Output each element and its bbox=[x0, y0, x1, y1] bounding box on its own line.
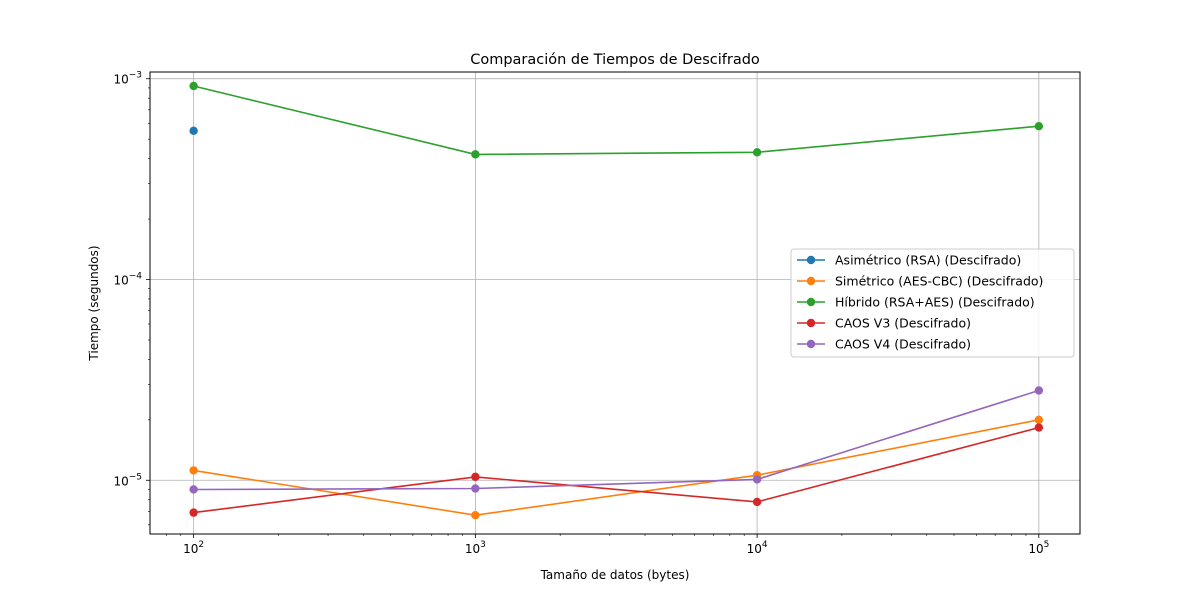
legend-label: CAOS V4 (Descifrado) bbox=[835, 337, 971, 352]
y-axis-title: Tiempo (segundos) bbox=[87, 245, 101, 361]
series-line bbox=[193, 419, 1039, 517]
y-tick-label: 10−3 bbox=[113, 71, 142, 87]
data-point bbox=[1034, 122, 1044, 131]
legend-marker bbox=[806, 339, 816, 349]
data-point bbox=[189, 485, 198, 494]
y-axis: 10−5 10−4 10−3 bbox=[113, 71, 150, 526]
legend-box bbox=[790, 248, 1075, 358]
data-point bbox=[471, 472, 480, 482]
data-point bbox=[752, 148, 762, 157]
plot-frame bbox=[149, 71, 1081, 535]
legend: Asimétrico (RSA) (Descifrado) Simétrico (… bbox=[790, 248, 1075, 358]
x-axis-title: Tamaño de datos (bytes) bbox=[540, 568, 690, 582]
legend-label: Asimétrico (RSA) (Descifrado) bbox=[835, 253, 1021, 268]
x-tick-label: 103 bbox=[465, 540, 486, 556]
data-point bbox=[1034, 415, 1044, 425]
data-point bbox=[471, 510, 480, 520]
series-line bbox=[193, 389, 1040, 491]
series-line bbox=[193, 426, 1040, 514]
y-tick-label: 10−5 bbox=[113, 472, 142, 488]
data-point bbox=[471, 150, 480, 159]
data-point bbox=[1034, 386, 1044, 395]
legend-marker bbox=[806, 255, 816, 265]
y-tick-label: 10−4 bbox=[113, 271, 142, 287]
legend-marker bbox=[806, 318, 816, 328]
x-axis: 102 103 104 105 bbox=[166, 534, 1049, 556]
series-layer bbox=[189, 81, 1044, 520]
data-point bbox=[189, 126, 198, 136]
legend-label: CAOS V3 (Descifrado) bbox=[835, 316, 971, 331]
x-tick-label: 105 bbox=[1028, 540, 1049, 556]
data-point bbox=[752, 475, 762, 484]
legend-label: Simétrico (AES-CBC) (Descifrado) bbox=[835, 274, 1043, 289]
x-tick-label: 102 bbox=[183, 540, 204, 556]
data-point bbox=[189, 466, 198, 475]
data-point bbox=[471, 484, 480, 493]
chart-title: Comparación de Tiempos de Descifrado bbox=[470, 52, 760, 68]
series-line bbox=[193, 85, 1039, 156]
legend-label: Híbrido (RSA+AES) (Descifrado) bbox=[835, 295, 1035, 310]
legend-marker bbox=[806, 297, 816, 307]
legend-marker bbox=[806, 276, 816, 286]
x-tick-label: 104 bbox=[747, 540, 768, 556]
data-point bbox=[752, 497, 762, 507]
data-point bbox=[189, 508, 198, 517]
data-point bbox=[1034, 423, 1044, 432]
data-point bbox=[189, 81, 198, 91]
